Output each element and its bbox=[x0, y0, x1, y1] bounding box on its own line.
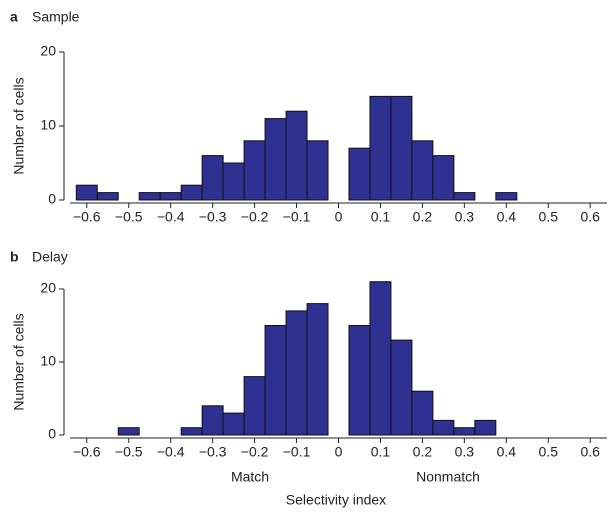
bar bbox=[180, 184, 203, 201]
bar bbox=[159, 192, 182, 201]
bar bbox=[285, 310, 308, 436]
bar bbox=[411, 140, 434, 201]
panel-label: b bbox=[10, 249, 19, 265]
x-tick-label: −0.2 bbox=[241, 444, 269, 460]
x-tick-label: −0.5 bbox=[115, 444, 143, 460]
bar bbox=[432, 155, 455, 201]
bar bbox=[453, 427, 476, 436]
bar bbox=[243, 376, 266, 436]
bar bbox=[96, 192, 119, 201]
bar bbox=[474, 419, 497, 436]
panel-title: Delay bbox=[32, 249, 68, 265]
bar bbox=[390, 339, 413, 436]
y-tick-label: 10 bbox=[40, 353, 56, 369]
x-tick-label: 0.1 bbox=[371, 209, 391, 225]
panel-label: a bbox=[10, 9, 18, 25]
x-tick-label: −0.2 bbox=[241, 209, 269, 225]
bar bbox=[117, 427, 140, 436]
bar bbox=[222, 412, 245, 436]
x-tick-label: 0.5 bbox=[539, 444, 559, 460]
y-axis-label: Number of cells bbox=[11, 77, 27, 174]
x-tick-label: −0.3 bbox=[199, 444, 227, 460]
x-tick-label: 0.6 bbox=[580, 209, 600, 225]
x-tick-label: −0.4 bbox=[157, 209, 185, 225]
x-tick-label: −0.3 bbox=[199, 209, 227, 225]
y-tick-label: 20 bbox=[40, 43, 56, 59]
x-tick-label: −0.1 bbox=[283, 444, 311, 460]
panel-title: Sample bbox=[32, 9, 80, 25]
x-tick-label: 0.4 bbox=[497, 209, 517, 225]
bar bbox=[222, 162, 245, 201]
bar bbox=[201, 405, 224, 436]
bar bbox=[264, 325, 287, 436]
bar bbox=[75, 184, 98, 201]
y-tick-label: 0 bbox=[48, 191, 56, 207]
bar bbox=[453, 192, 476, 201]
x-tick-label: 0 bbox=[335, 444, 343, 460]
x-tick-label: 0.3 bbox=[455, 209, 475, 225]
x-tick-label: 0.2 bbox=[413, 444, 433, 460]
bar bbox=[390, 95, 413, 201]
bar bbox=[348, 325, 371, 436]
bar bbox=[285, 110, 308, 201]
y-axis-label: Number of cells bbox=[11, 313, 27, 410]
x-tick-label: −0.6 bbox=[73, 444, 101, 460]
bar bbox=[180, 427, 203, 436]
bar bbox=[369, 281, 392, 436]
x-tick-label: −0.5 bbox=[115, 209, 143, 225]
bar bbox=[411, 390, 434, 436]
y-tick-label: 20 bbox=[40, 280, 56, 296]
x-tick-label: 0.2 bbox=[413, 209, 433, 225]
x-tick-label: 0.3 bbox=[455, 444, 475, 460]
x-axis-label: Selectivity index bbox=[286, 492, 386, 508]
x-tick-label: 0.5 bbox=[539, 209, 559, 225]
annotation: Match bbox=[231, 469, 269, 485]
x-tick-label: 0.1 bbox=[371, 444, 391, 460]
bar bbox=[432, 419, 455, 436]
bar bbox=[495, 192, 518, 201]
bar bbox=[369, 95, 392, 201]
annotation: Nonmatch bbox=[416, 469, 480, 485]
x-tick-label: −0.1 bbox=[283, 209, 311, 225]
x-tick-label: −0.4 bbox=[157, 444, 185, 460]
y-tick-label: 0 bbox=[48, 426, 56, 442]
y-tick-label: 10 bbox=[40, 117, 56, 133]
bar bbox=[201, 155, 224, 201]
bar bbox=[306, 140, 329, 201]
x-tick-label: 0.4 bbox=[497, 444, 517, 460]
x-tick-label: 0 bbox=[335, 209, 343, 225]
bar bbox=[306, 303, 329, 436]
bar bbox=[264, 118, 287, 201]
bar bbox=[243, 140, 266, 201]
x-tick-label: 0.6 bbox=[580, 444, 600, 460]
x-tick-label: −0.6 bbox=[73, 209, 101, 225]
bar bbox=[138, 192, 161, 201]
bar bbox=[348, 147, 371, 201]
